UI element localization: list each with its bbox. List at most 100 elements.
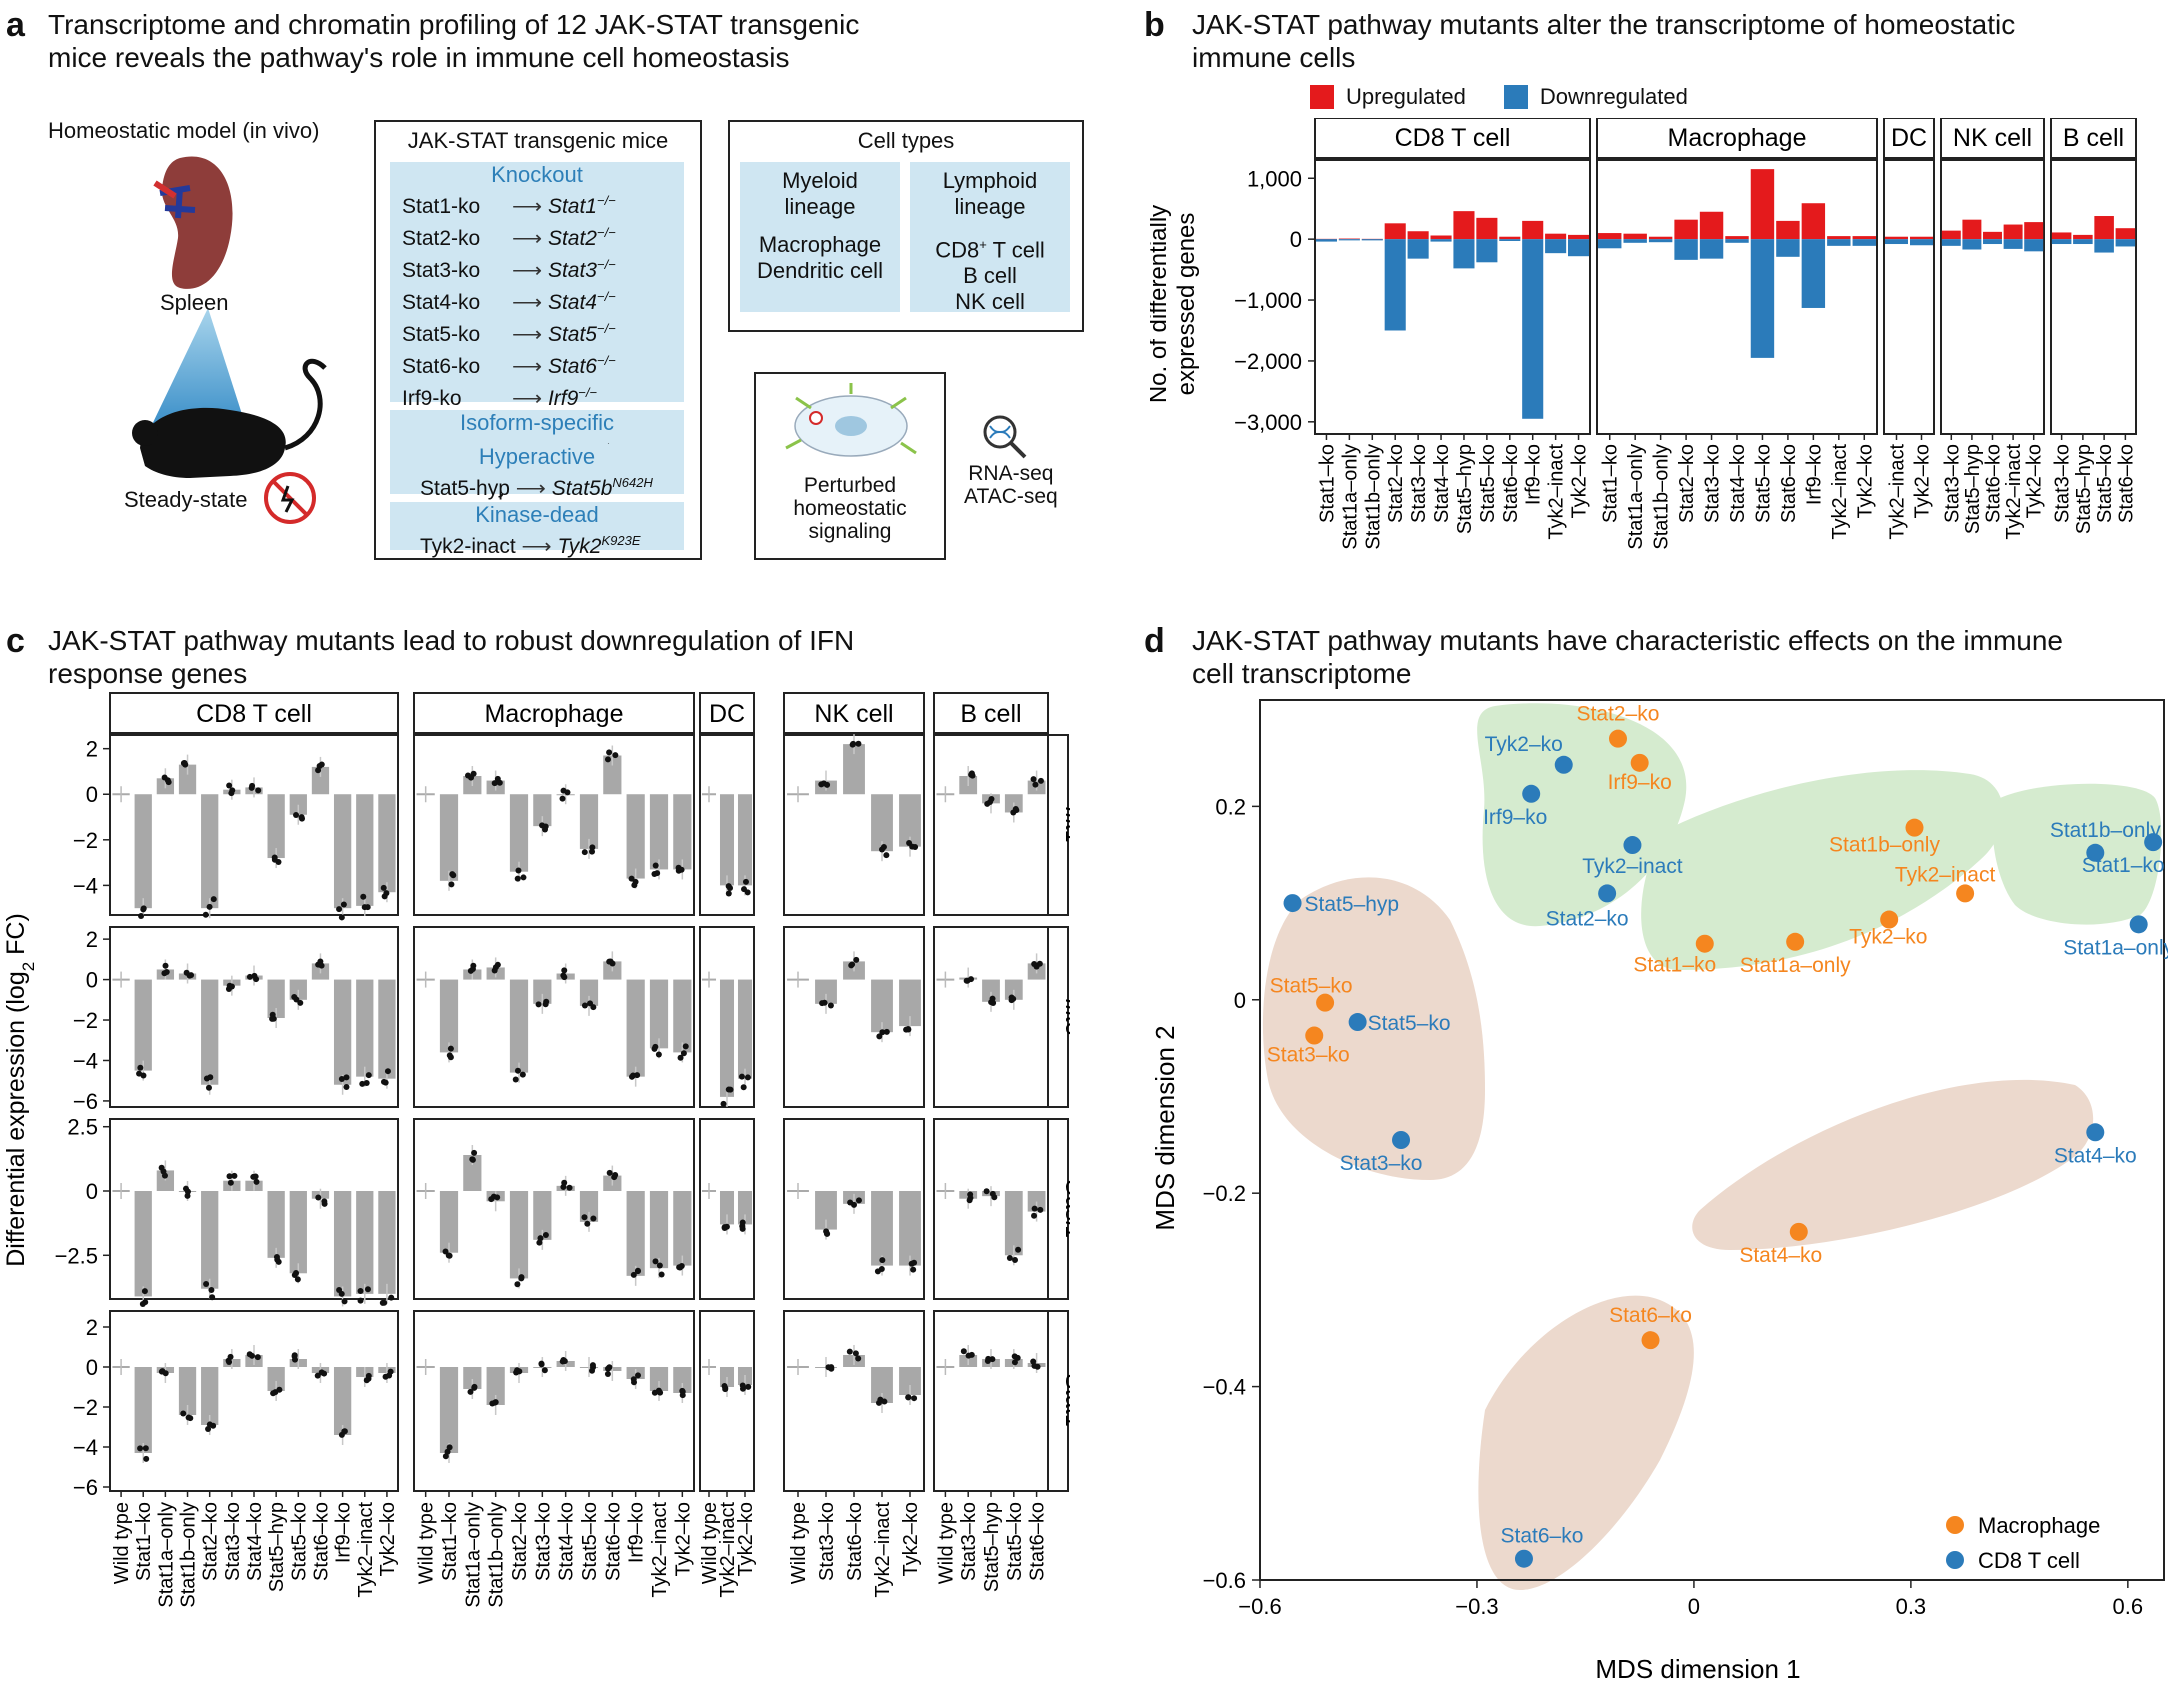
x-tick-label: Stat1b–only — [486, 1502, 508, 1608]
arrow-icon: ⟶ — [512, 195, 548, 218]
facet-frame — [783, 926, 925, 1108]
replicate-dot — [336, 906, 343, 913]
x-tick-label: Stat1–ko — [1600, 444, 1622, 523]
replicate-dot — [581, 1002, 588, 1009]
y-tick-label: 0.2 — [1215, 794, 1246, 819]
x-tick-label: Stat5–ko — [1477, 444, 1499, 523]
point-label: Stat5–ko — [1368, 1012, 1451, 1035]
bar-up — [1361, 238, 1383, 240]
bar-down — [1983, 239, 2002, 245]
x-tick-label: Stat3–ko — [2052, 444, 2074, 523]
knockout-sup: −/− — [597, 289, 616, 304]
point-label: Stat6–ko — [1609, 1304, 1692, 1327]
replicate-dot — [516, 1368, 523, 1375]
replicate-dot — [469, 966, 476, 973]
ifn-genes-bar-chart: Differential expression (log2 FC) CD8 T … — [2, 692, 1070, 1608]
sequencing-label: RNA-seq ATAC-seq — [964, 462, 1058, 508]
facet-label: CD8 T cell — [1395, 124, 1511, 152]
x-tick-label: Wild type — [416, 1502, 438, 1584]
replicate-dot — [231, 1172, 238, 1179]
replicate-dot — [188, 972, 195, 979]
replicate-dot — [819, 1000, 826, 1007]
x-tick-label: Tyk2–ko — [900, 1502, 922, 1576]
x-tick-label: Tyk2–inact — [1829, 444, 1851, 540]
spleen-label: Spleen — [160, 290, 229, 315]
facet-strip — [699, 692, 755, 734]
replicate-dot — [380, 1078, 387, 1085]
replicate-dot — [318, 962, 325, 969]
facet-label: NK cell — [1953, 124, 2032, 152]
x-tick-label: Tyk2–ko — [1854, 444, 1876, 518]
bar — [737, 1191, 753, 1225]
gene-label: Oasl1 — [1061, 1179, 1070, 1239]
bar-up — [1430, 235, 1452, 240]
bar — [579, 1191, 599, 1222]
y-tick-label: 0 — [1234, 988, 1246, 1013]
knockout-sup: −/− — [597, 353, 616, 368]
replicate-dot — [206, 903, 213, 910]
replicate-dot — [536, 1239, 543, 1246]
replicate-dot — [338, 914, 345, 921]
x-tick-label: Stat5–hyp — [1962, 444, 1984, 534]
x-tick-label: Tyk2–inact — [355, 1502, 377, 1598]
replicate-dot — [365, 1072, 372, 1079]
y-tick-label: −2.5 — [55, 1243, 98, 1268]
bar-up — [1885, 236, 1908, 240]
x-tick-label: Tyk2–ko — [1569, 444, 1591, 518]
x-tick-label: Stat5–ko — [579, 1502, 601, 1581]
bar — [509, 1191, 529, 1279]
replicate-dot — [561, 967, 568, 974]
arrow-icon: ⟶ — [512, 259, 548, 282]
replicate-dot — [380, 884, 387, 891]
bar — [356, 1191, 374, 1294]
replicate-dot — [445, 1252, 452, 1259]
replicate-dot — [209, 1294, 216, 1301]
replicate-dot — [514, 1067, 521, 1074]
x-tick-label: Stat5–hyp — [2073, 444, 2095, 534]
bar-down — [1725, 239, 1749, 243]
replicate-dot — [560, 1184, 567, 1191]
cd8-t-cell-label: CD8+ T cell — [910, 232, 1070, 263]
replicate-dot — [514, 1281, 521, 1288]
point-label: Stat1–ko — [1633, 954, 1716, 977]
bar — [871, 1191, 893, 1266]
point-label: Stat4–ko — [1739, 1244, 1822, 1267]
replicate-dot — [652, 1258, 659, 1265]
scatter-point — [1956, 884, 1975, 903]
bar — [673, 1191, 692, 1266]
legend-cd8-dot — [1946, 1551, 1964, 1569]
replicate-dot — [564, 789, 571, 796]
replicate-dot — [587, 1000, 594, 1007]
replicate-dot — [658, 1271, 665, 1278]
y-tick-label: 2.5 — [67, 1115, 98, 1140]
replicate-dot — [1031, 961, 1038, 968]
bar-down — [1885, 239, 1908, 245]
replicate-dot — [589, 1362, 596, 1369]
stat5-stat3-cluster — [1262, 877, 1485, 1180]
replicate-dot — [651, 870, 658, 877]
replicate-dot — [448, 881, 455, 888]
x-tick-label: Stat2–ko — [1385, 444, 1407, 523]
nk-cell-label: NK cell — [955, 289, 1025, 315]
bar — [178, 764, 197, 795]
replicate-dot — [539, 822, 546, 829]
bar — [134, 794, 152, 909]
replicate-dot — [208, 1286, 215, 1293]
macrophage-label: Macrophage — [758, 232, 882, 257]
x-tick-label: Stat1–ko — [133, 1502, 155, 1581]
x-tick-label: Stat1a–only — [155, 1502, 177, 1608]
bar-down — [1750, 239, 1775, 358]
legend-up-label: Upregulated — [1346, 84, 1466, 109]
panel-c-title: JAK-STAT pathway mutants lead to robust … — [48, 624, 854, 690]
y-tick-label: 1,000 — [1247, 166, 1302, 191]
bar-down — [1545, 239, 1567, 254]
facet-label: B cell — [2063, 124, 2124, 152]
facet-frame — [1596, 159, 1878, 435]
replicate-dot — [1030, 776, 1037, 783]
x-tick-label: Stat3–ko — [958, 1502, 980, 1581]
replicate-dot — [630, 1271, 637, 1278]
x-tick-label: Stat6–ko — [602, 1502, 624, 1581]
panel-d-title-line2: cell transcriptome — [1192, 658, 1412, 689]
facet-strip — [1940, 118, 2045, 159]
replicate-dot — [682, 1043, 689, 1050]
